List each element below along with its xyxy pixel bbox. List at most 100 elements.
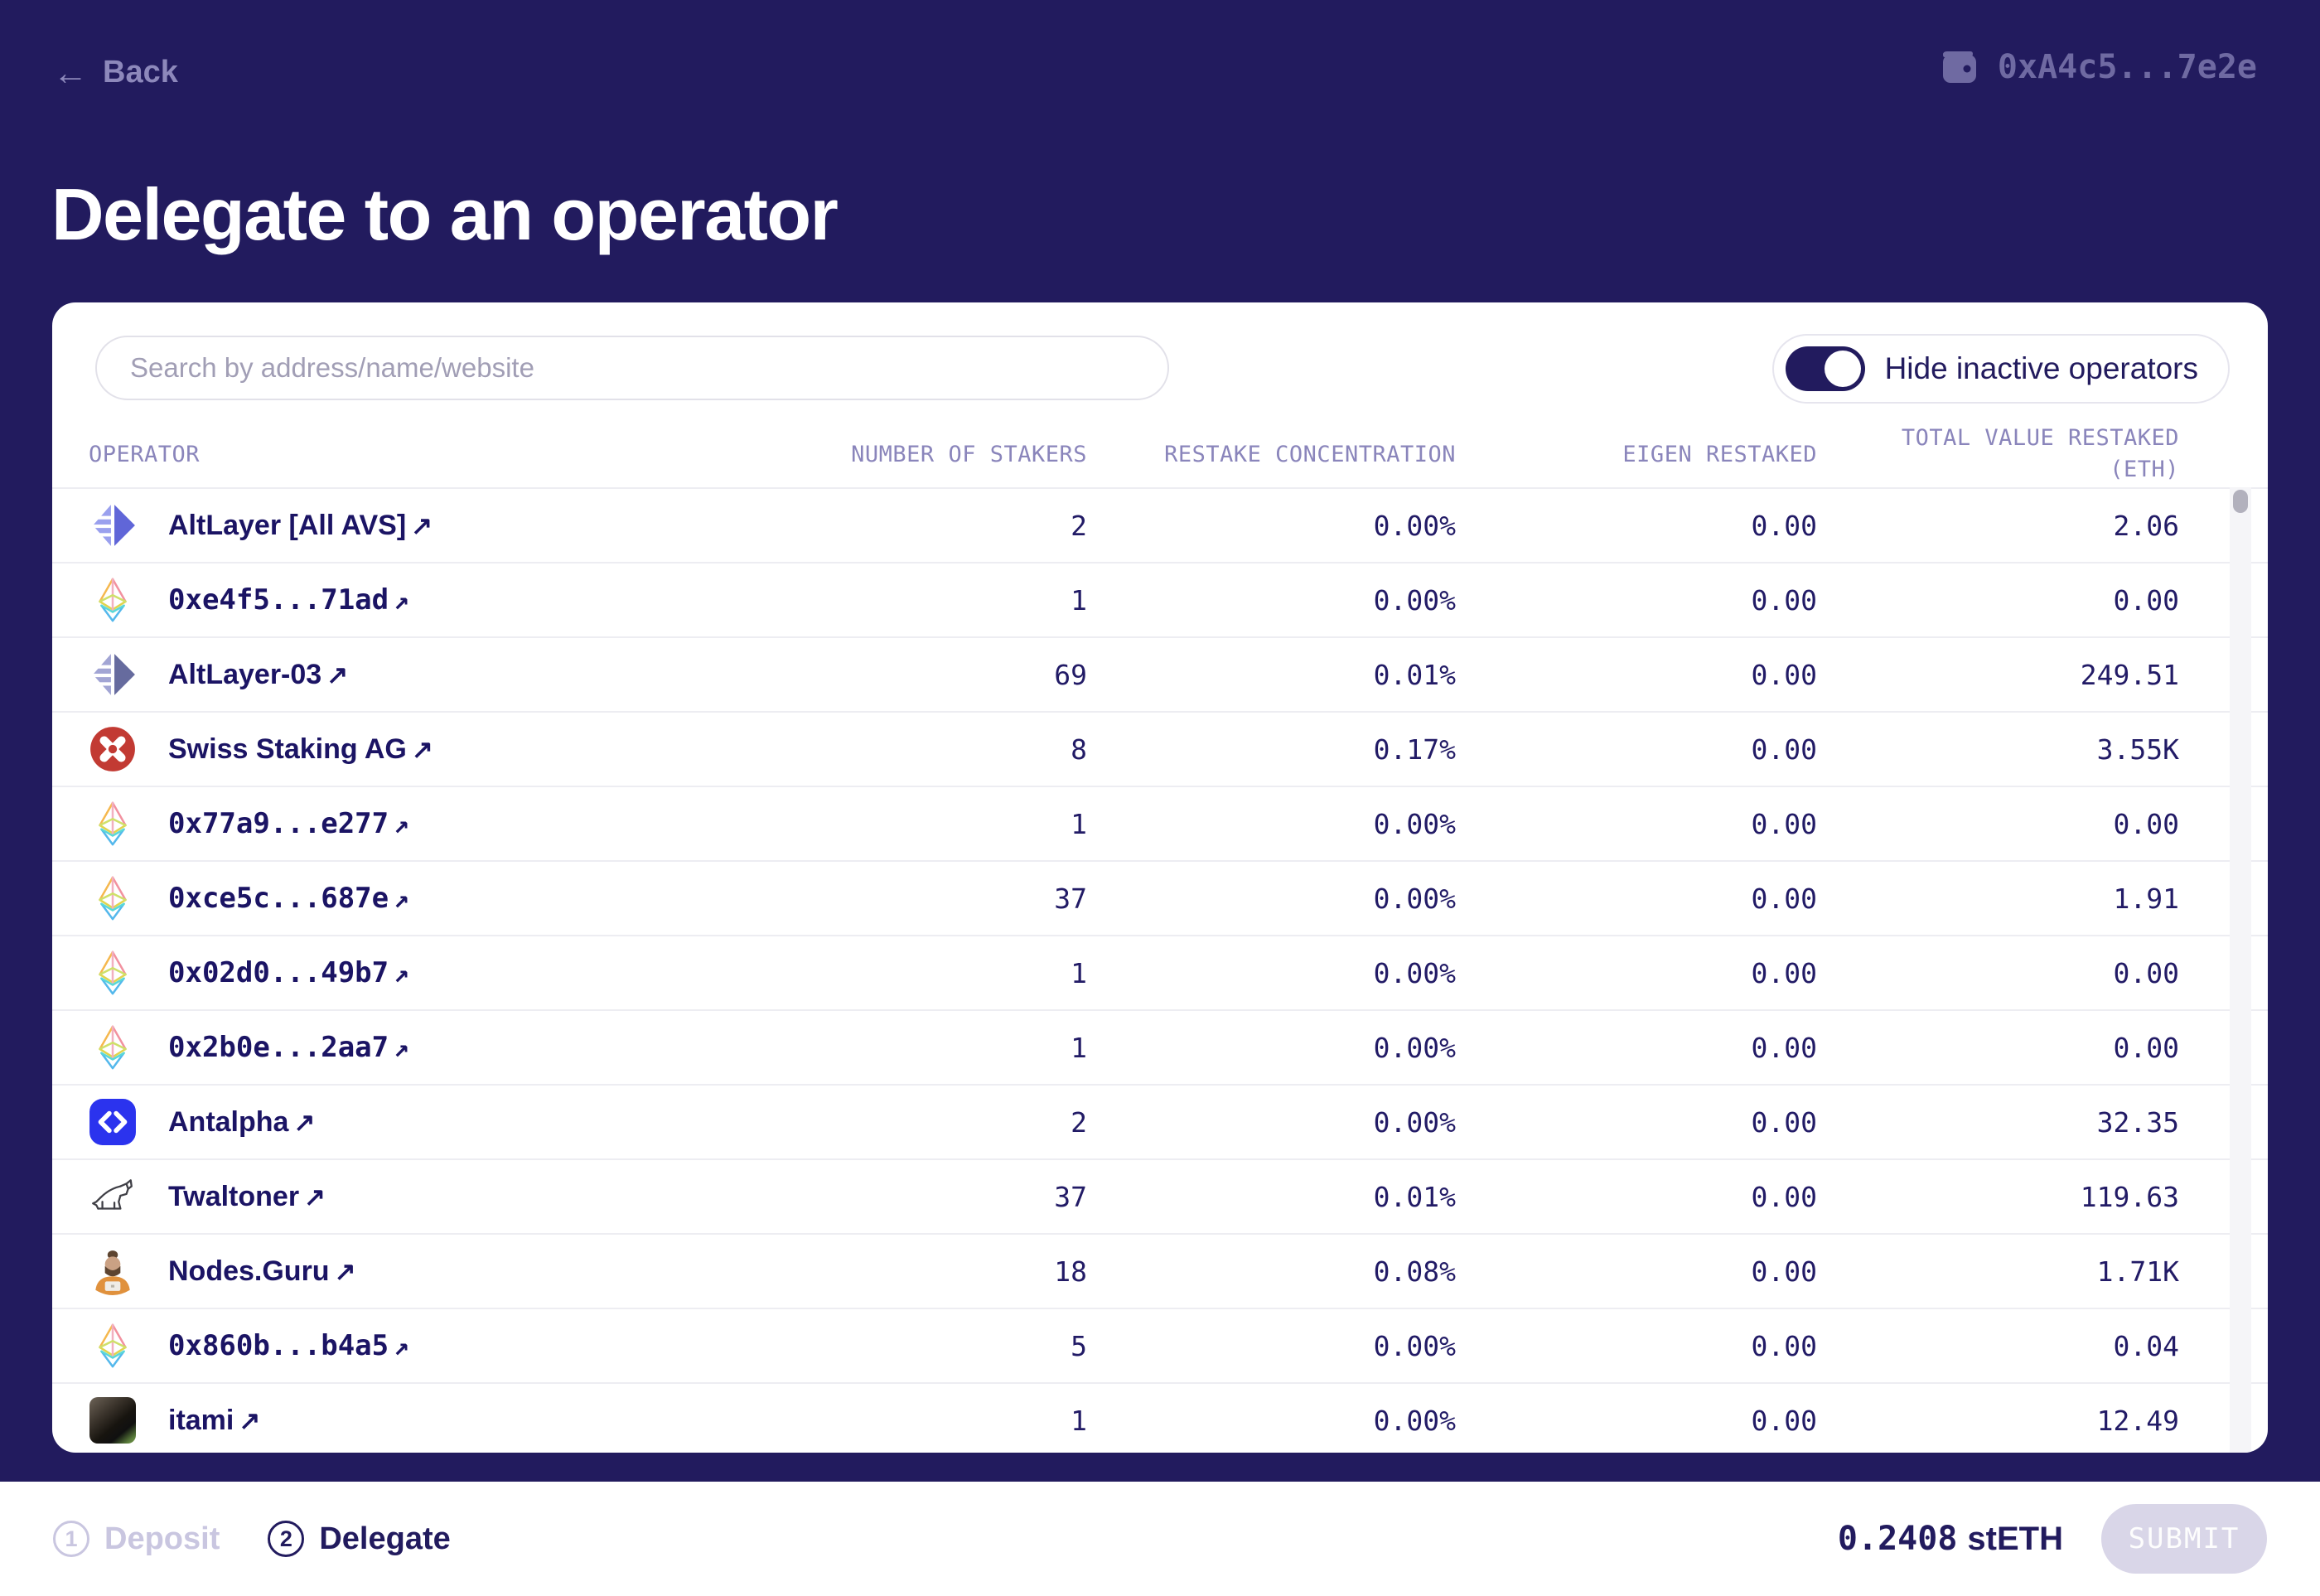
toggle-label: Hide inactive operators [1884,351,2198,385]
external-link-icon: ↗ [304,1182,326,1212]
total-value-restaked: 0.00 [2113,807,2179,840]
operator-link[interactable]: itami ↗ [168,1404,261,1436]
operator-link[interactable]: Nodes.Guru ↗ [168,1255,356,1287]
eigen-restaked: 0.00 [1751,1255,1817,1288]
stakers-count: 37 [1054,882,1087,915]
restake-concentration: 0.00% [1373,1105,1456,1139]
operator-panel: Hide inactive operators OPERATOR NUMBER … [52,302,2268,1453]
restake-concentration: 0.00% [1373,583,1456,617]
restake-concentration: 0.00% [1373,807,1456,840]
table-row[interactable]: Twaltoner ↗ 37 0.01% 0.00 119.63 [52,1160,2268,1235]
back-button[interactable]: ← Back [53,55,178,90]
external-link-icon: ↗ [394,959,409,989]
table-row[interactable]: 0x860b...b4a5 ↗ 5 0.00% 0.00 0.04 [52,1309,2268,1384]
stakers-count: 2 [1071,1105,1087,1139]
external-link-icon: ↗ [411,510,433,540]
column-eigen-restaked: EIGEN RESTAKED [1622,441,1817,467]
table-row[interactable]: 0x2b0e...2aa7 ↗ 1 0.00% 0.00 0.00 [52,1011,2268,1086]
restake-concentration: 0.17% [1373,733,1456,766]
total-value-restaked: 1.91 [2113,882,2179,915]
eigen-restaked: 0.00 [1751,1105,1817,1139]
scrollbar-track[interactable] [2230,487,2251,1453]
eigen-restaked: 0.00 [1751,1404,1817,1437]
total-value-restaked: 32.35 [2096,1105,2179,1139]
external-link-icon: ↗ [326,660,349,689]
operator-link[interactable]: AltLayer [All AVS] ↗ [168,509,433,541]
restake-concentration: 0.00% [1373,1404,1456,1437]
stakers-count: 2 [1071,509,1087,542]
table-row[interactable]: 0x02d0...49b7 ↗ 1 0.00% 0.00 0.00 [52,936,2268,1011]
submit-button[interactable]: SUBMIT [2101,1504,2267,1574]
balance-amount: 0.2408 [1837,1520,1958,1558]
external-link-icon: ↗ [411,734,433,764]
external-link-icon: ↗ [239,1405,261,1435]
total-value-restaked: 249.51 [2080,658,2179,691]
eigen-restaked: 0.00 [1751,956,1817,989]
restake-concentration: 0.00% [1373,509,1456,542]
operator-link[interactable]: Twaltoner ↗ [168,1180,326,1212]
column-restake-concentration: RESTAKE CONCENTRATION [1164,441,1456,467]
back-label: Back [103,55,178,89]
footer-bar: 1 Deposit 2 Delegate 0.2408 stETH SUBMIT [0,1482,2320,1596]
table-body: AltLayer [All AVS] ↗ 2 0.00% 0.00 2.06 0xe4f5.… [52,487,2268,1453]
operator-link[interactable]: AltLayer-03 ↗ [168,658,349,690]
scrollbar-thumb[interactable] [2233,490,2248,513]
eth-diamond-icon [89,576,137,624]
operator-link[interactable]: 0xe4f5...71ad ↗ [168,583,409,617]
table-row[interactable]: Antalpha ↗ 2 0.00% 0.00 32.35 [52,1086,2268,1160]
step-delegate[interactable]: 2 Delegate [268,1521,451,1557]
search-input[interactable] [95,336,1169,400]
step-delegate-label: Delegate [319,1521,451,1556]
page-title: Delegate to an operator [51,173,839,255]
table-row[interactable]: Swiss Staking AG ↗ 8 0.17% 0.00 3.55K [52,713,2268,787]
table-row[interactable]: 0xce5c...687e ↗ 37 0.00% 0.00 1.91 [52,862,2268,936]
restake-concentration: 0.00% [1373,882,1456,915]
operator-link[interactable]: Antalpha ↗ [168,1105,316,1138]
eth-diamond-icon [89,1023,137,1071]
back-arrow-icon: ← [53,52,88,92]
column-number-of-stakers: NUMBER OF STAKERS [851,441,1087,467]
eth-diamond-icon [89,874,137,922]
operator-link[interactable]: 0x02d0...49b7 ↗ [168,956,409,989]
step-deposit[interactable]: 1 Deposit [53,1521,220,1557]
table-row[interactable]: AltLayer [All AVS] ↗ 2 0.00% 0.00 2.06 [52,489,2268,563]
total-value-restaked: 1.71K [2096,1255,2179,1288]
external-link-icon: ↗ [394,586,409,616]
external-link-icon: ↗ [394,1033,409,1063]
altlayer-logo-icon [89,501,137,549]
altlayer-dark-logo-icon [89,650,137,699]
step-1-circle-icon: 1 [53,1521,89,1557]
external-link-icon: ↗ [394,884,409,914]
step-2-circle-icon: 2 [268,1521,305,1557]
balance-display: 0.2408 stETH [1838,1520,2063,1558]
total-value-restaked: 0.00 [2113,956,2179,989]
operator-link[interactable]: Swiss Staking AG ↗ [168,733,433,765]
wallet-icon [1940,49,1979,85]
eigen-restaked: 0.00 [1751,1329,1817,1362]
stakers-count: 1 [1071,583,1087,617]
table-row[interactable]: 0xe4f5...71ad ↗ 1 0.00% 0.00 0.00 [52,563,2268,638]
stakers-count: 1 [1071,956,1087,989]
restake-concentration: 0.00% [1373,956,1456,989]
wallet-address[interactable]: 0xA4c5...7e2e [1940,48,2257,86]
hide-inactive-toggle[interactable]: Hide inactive operators [1771,334,2230,404]
external-link-icon: ↗ [394,810,409,839]
table-row[interactable]: Nodes.Guru ↗ 18 0.08% 0.00 1.71K [52,1235,2268,1309]
column-operator: OPERATOR [89,441,201,467]
toggle-switch-icon[interactable] [1785,346,1865,391]
operator-link[interactable]: 0x2b0e...2aa7 ↗ [168,1031,409,1064]
operator-link[interactable]: 0xce5c...687e ↗ [168,882,409,915]
table-row[interactable]: AltLayer-03 ↗ 69 0.01% 0.00 249.51 [52,638,2268,713]
table-row[interactable]: itami ↗ 1 0.00% 0.00 12.49 [52,1384,2268,1453]
total-value-restaked: 12.49 [2096,1404,2179,1437]
stakers-count: 5 [1071,1329,1087,1362]
twaltoner-logo-icon [89,1173,137,1221]
table-row[interactable]: 0x77a9...e277 ↗ 1 0.00% 0.00 0.00 [52,787,2268,862]
operator-link[interactable]: 0x77a9...e277 ↗ [168,807,409,840]
total-value-restaked: 2.06 [2113,509,2179,542]
total-value-restaked: 0.00 [2113,1031,2179,1064]
eigen-restaked: 0.00 [1751,733,1817,766]
total-value-restaked: 0.04 [2113,1329,2179,1362]
wallet-address-text: 0xA4c5...7e2e [1997,48,2257,86]
operator-link[interactable]: 0x860b...b4a5 ↗ [168,1329,409,1362]
